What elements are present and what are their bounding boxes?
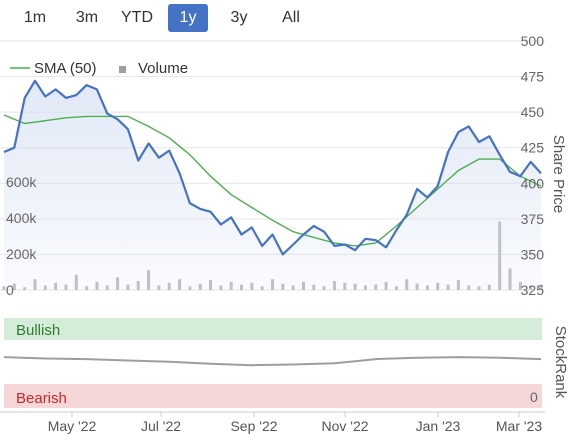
- x-tick-label: Sep '22: [230, 418, 277, 434]
- price-tick-label: 475: [521, 69, 545, 85]
- price-tick-label: 400: [521, 175, 545, 191]
- range-3y-button[interactable]: 3y: [230, 9, 248, 26]
- price-tick-label: 425: [521, 140, 545, 156]
- x-tick-label: Mar '23: [496, 418, 542, 434]
- stockrank-axis-title: StockRank: [552, 326, 569, 399]
- volume-legend-label: Volume: [138, 60, 188, 77]
- price-axis-ticks: 325 350 375 400 425 450 475 500: [521, 33, 545, 298]
- volume-tick-label: 0: [6, 282, 14, 298]
- sma-legend-label: SMA (50): [34, 60, 97, 77]
- stockrank-bullish-label: Bullish: [16, 322, 60, 339]
- price-line: [3, 79, 542, 256]
- range-1y-button[interactable]: 1y: [168, 4, 208, 32]
- stockrank-bearish-label: Bearish: [16, 390, 67, 407]
- x-tick-label: Jan '23: [416, 418, 461, 434]
- price-tick-label: 375: [521, 211, 545, 227]
- x-tick-label: Jul '22: [141, 418, 181, 434]
- sma-50-line: [3, 114, 542, 247]
- price-tick-label: 350: [521, 246, 545, 262]
- volume-axis-ticks: 0 200k 400k 600k: [6, 174, 37, 298]
- price-tick-label: 325: [521, 282, 545, 298]
- x-tick-label: May '22: [48, 418, 97, 434]
- x-axis-ticks: May '22 Jul '22 Sep '22 Nov '22 Jan '23 Mar '…: [48, 412, 542, 434]
- stockrank-bearish-band: [4, 384, 542, 408]
- volume-tick-label: 200k: [6, 246, 37, 262]
- price-axis-title: Share Price: [550, 135, 567, 213]
- chart-legend: SMA (50) Volume: [10, 60, 188, 77]
- price-tick-label: 500: [521, 33, 545, 49]
- volume-tick-label: 400k: [6, 210, 37, 226]
- range-ytd-button[interactable]: YTD: [121, 9, 153, 26]
- range-3m-button[interactable]: 3m: [75, 9, 99, 26]
- range-1m-button[interactable]: 1m: [23, 9, 47, 26]
- range-all-button[interactable]: All: [282, 9, 300, 26]
- x-tick-label: Nov '22: [321, 418, 368, 434]
- price-tick-label: 450: [521, 104, 545, 120]
- stockrank-zero-tick: 0: [530, 389, 538, 405]
- stockrank-bullish-band: [4, 318, 542, 340]
- price-area-fill: [4, 80, 541, 290]
- stockrank-line: [3, 356, 542, 367]
- range-selector: 1m 3m YTD 1y 3y All: [0, 0, 570, 36]
- volume-legend-swatch: [119, 66, 126, 73]
- volume-tick-label: 600k: [6, 174, 37, 190]
